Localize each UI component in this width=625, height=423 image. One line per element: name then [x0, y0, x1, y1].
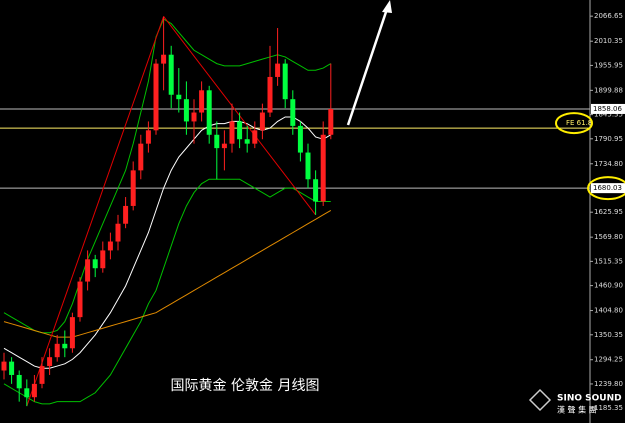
candle-body: [282, 63, 288, 100]
candle-body: [115, 223, 121, 242]
arrow-head: [382, 0, 392, 13]
y-tick-label: 1515.35: [594, 257, 623, 265]
fibo-label: FE 61.8: [566, 119, 592, 127]
candle-body: [153, 63, 159, 131]
candle-body: [237, 121, 243, 140]
candle-body: [130, 170, 136, 206]
candle-body: [145, 130, 151, 144]
candle-body: [214, 134, 220, 149]
candle-body: [275, 63, 281, 77]
candle-body: [92, 259, 98, 269]
arrow-shaft: [346, 5, 390, 126]
candle-body: [9, 361, 15, 375]
candle-body: [199, 90, 205, 113]
candle-body: [229, 121, 235, 144]
indicator-line: [3, 116, 332, 369]
trend-line: [26, 16, 165, 407]
candle-body: [176, 94, 182, 100]
candle-body: [313, 179, 319, 202]
candle-body: [138, 143, 144, 171]
candle-body: [305, 152, 311, 180]
candle-body: [161, 54, 167, 64]
candle-body: [16, 374, 22, 389]
logo-title: SINO SOUND: [557, 394, 622, 404]
price-label: 1858.06: [593, 105, 622, 113]
candle-body: [221, 143, 227, 149]
candle-body: [297, 125, 303, 153]
candle-body: [328, 108, 334, 135]
candle-body: [320, 134, 326, 202]
candle-body: [85, 259, 91, 282]
candle-body: [267, 76, 273, 113]
candle-body: [206, 90, 212, 135]
logo-subtitle: 漢 聲 集 團: [557, 405, 597, 415]
caption: 国际黄金 伦敦金 月线图: [171, 377, 320, 394]
y-tick-label: 1734.80: [594, 160, 623, 168]
candle-body: [244, 139, 250, 144]
price-label: 1680.03: [593, 184, 622, 192]
y-tick-label: 2010.35: [594, 37, 623, 45]
indicator-line: [3, 178, 331, 405]
candle-body: [39, 366, 45, 384]
candle-body: [24, 388, 30, 398]
highlight-circle: [555, 112, 593, 135]
y-tick-label: 1404.80: [594, 307, 623, 315]
y-tick-label: 1239.80: [594, 380, 623, 388]
y-tick-label: 1460.90: [594, 282, 623, 290]
candle-body: [183, 99, 189, 122]
price-label-box: [591, 183, 625, 194]
candle-body: [252, 130, 258, 144]
y-tick-label: 1955.95: [594, 61, 623, 69]
candle-body: [259, 112, 265, 131]
y-tick-label: 1185.35: [594, 404, 623, 412]
candle-body: [123, 205, 129, 224]
indicator-line: [3, 209, 332, 338]
price-label-box: [591, 103, 625, 114]
candle-body: [1, 361, 7, 371]
candle-body: [62, 343, 68, 349]
candle-body: [69, 317, 75, 349]
y-tick-label: 1625.95: [594, 208, 623, 216]
y-tick-label: 2066.65: [594, 12, 623, 20]
y-tick-label: 1899.88: [594, 86, 623, 94]
y-tick-label: 1790.95: [594, 135, 623, 143]
candle-body: [77, 281, 83, 318]
y-tick-label: 1845.35: [594, 111, 623, 119]
candle-body: [107, 241, 113, 251]
highlight-circle: [587, 176, 625, 201]
candle-body: [54, 343, 60, 358]
y-tick-label: 1294.25: [594, 356, 623, 364]
candle-body: [168, 54, 174, 95]
candle-body: [31, 383, 37, 398]
logo: SINO SOUND 漢 聲 集 團: [528, 388, 622, 415]
logo-mark: [528, 388, 552, 412]
candle-body: [47, 357, 53, 367]
plot-area: [0, 16, 590, 407]
y-tick-label: 1569.80: [594, 233, 623, 241]
candle-body: [290, 99, 296, 126]
candle-body: [191, 112, 197, 122]
y-tick-label: 1350.35: [594, 331, 623, 339]
candle-body: [100, 250, 106, 269]
